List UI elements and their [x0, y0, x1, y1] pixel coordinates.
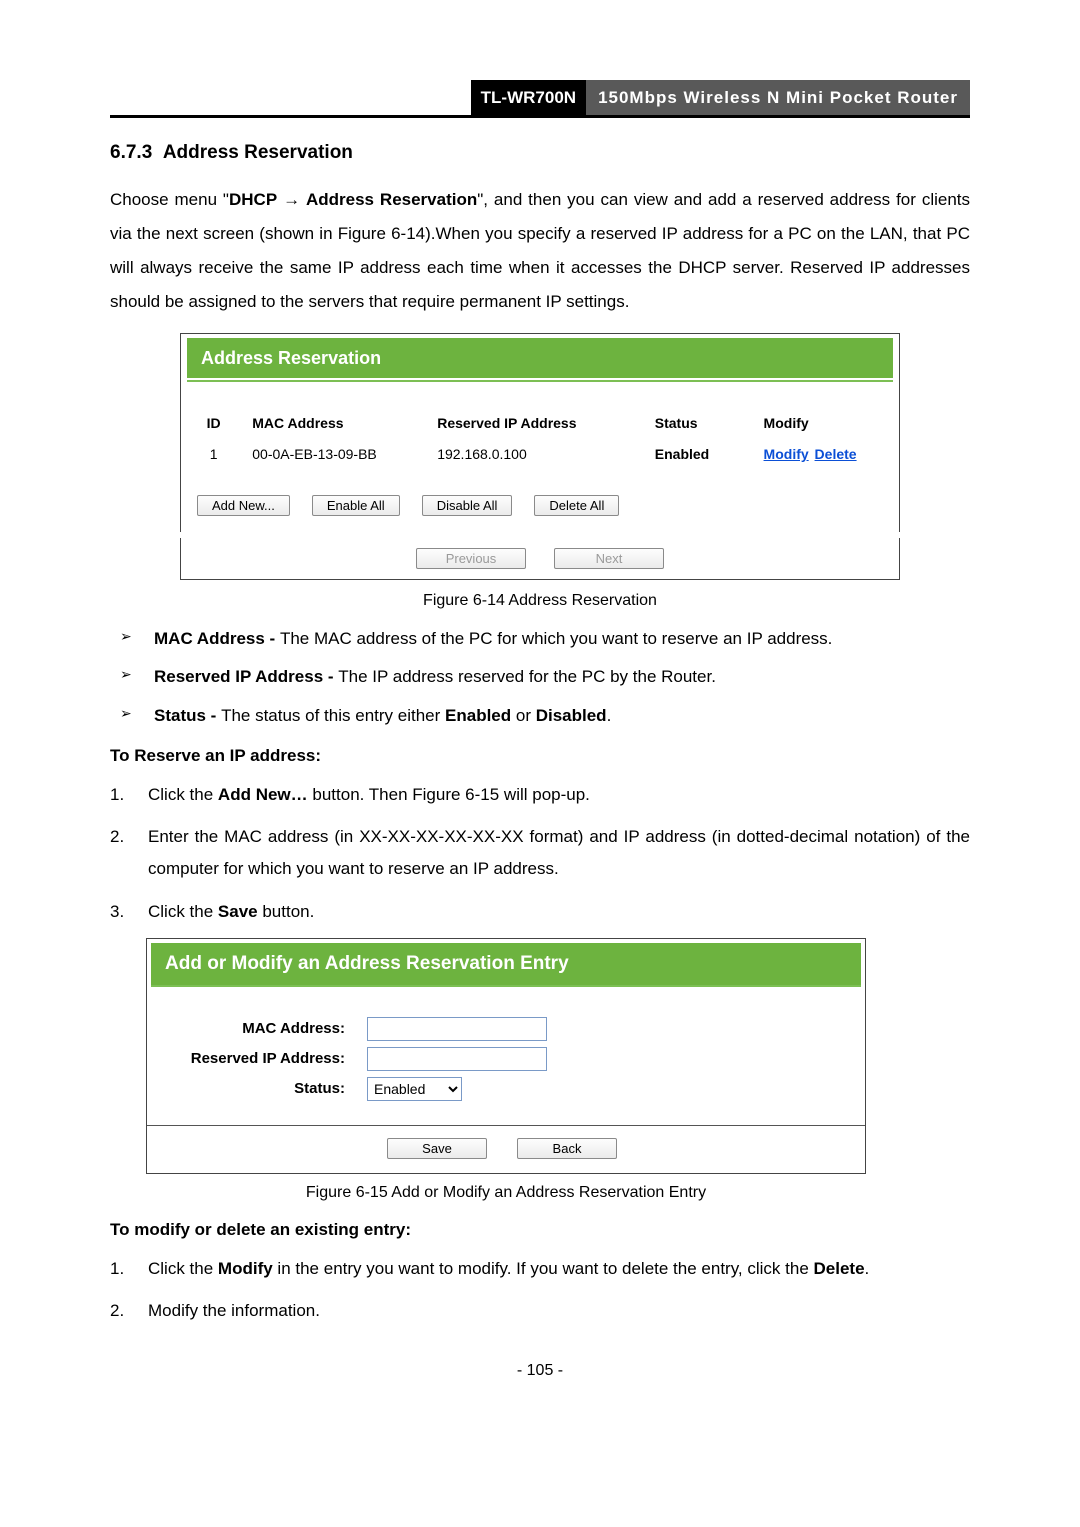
document-header: TL-WR700N 150Mbps Wireless N Mini Pocket…	[110, 80, 970, 118]
next-button[interactable]: Next	[554, 548, 664, 569]
panel2-buttons: Save Back	[147, 1126, 865, 1173]
cell-status: Enabled	[649, 439, 758, 469]
field-definitions: MAC Address - The MAC address of the PC …	[120, 624, 970, 732]
label-mac: MAC Address:	[147, 1017, 367, 1041]
step-3: 3.Click the Save button.	[110, 896, 970, 928]
th-ip: Reserved IP Address	[431, 408, 649, 438]
def-ip: Reserved IP Address - The IP address res…	[120, 662, 970, 693]
modify-link[interactable]: Modify	[764, 446, 809, 462]
label-ip: Reserved IP Address:	[147, 1047, 367, 1071]
modify-steps: 1.Click the Modify in the entry you want…	[110, 1253, 970, 1328]
section-title-text: Address Reservation	[163, 142, 353, 163]
section-number: 6.7.3	[110, 142, 152, 163]
page-number: - 105 -	[110, 1358, 970, 1384]
enable-all-button[interactable]: Enable All	[312, 495, 400, 516]
th-mac: MAC Address	[246, 408, 431, 438]
modify-heading: To modify or delete an existing entry:	[110, 1216, 970, 1243]
th-status: Status	[649, 408, 758, 438]
cell-ip: 192.168.0.100	[431, 439, 649, 469]
reservation-table: ID MAC Address Reserved IP Address Statu…	[181, 408, 899, 469]
add-modify-panel: Add or Modify an Address Reservation Ent…	[146, 938, 866, 1174]
add-new-button[interactable]: Add New...	[197, 495, 290, 516]
modify-step-1: 1.Click the Modify in the entry you want…	[110, 1253, 970, 1285]
pagination: Previous Next	[180, 538, 900, 580]
modify-step-2: 2.Modify the information.	[110, 1295, 970, 1327]
panel-title: Address Reservation	[187, 338, 893, 381]
model-desc: 150Mbps Wireless N Mini Pocket Router	[586, 80, 970, 115]
ip-input[interactable]	[367, 1047, 547, 1071]
step-1: 1.Click the Add New… button. Then Figure…	[110, 779, 970, 811]
reservation-form: MAC Address: Reserved IP Address: Status…	[147, 1017, 865, 1101]
label-status: Status:	[147, 1077, 367, 1101]
th-modify: Modify	[758, 408, 899, 438]
status-select[interactable]: Enabled	[367, 1077, 462, 1101]
def-status: Status - The status of this entry either…	[120, 701, 970, 732]
figure-caption-15: Figure 6-15 Add or Modify an Address Res…	[146, 1180, 866, 1206]
address-reservation-panel: Address Reservation ID MAC Address Reser…	[180, 333, 900, 533]
table-row: 1 00-0A-EB-13-09-BB 192.168.0.100 Enable…	[181, 439, 899, 469]
model-badge: TL-WR700N	[471, 80, 586, 115]
cell-mac: 00-0A-EB-13-09-BB	[246, 439, 431, 469]
disable-all-button[interactable]: Disable All	[422, 495, 513, 516]
panel-buttons: Add New... Enable All Disable All Delete…	[181, 469, 899, 532]
previous-button[interactable]: Previous	[416, 548, 526, 569]
def-mac: MAC Address - The MAC address of the PC …	[120, 624, 970, 655]
back-button[interactable]: Back	[517, 1138, 617, 1159]
cell-modify: Modify Delete	[758, 439, 899, 469]
cell-id: 1	[181, 439, 246, 469]
intro-paragraph: Choose menu "DHCP → Address Reservation"…	[110, 183, 970, 319]
th-id: ID	[181, 408, 246, 438]
delete-link[interactable]: Delete	[815, 446, 857, 462]
panel2-title: Add or Modify an Address Reservation Ent…	[151, 943, 861, 985]
section-heading: 6.7.3 Address Reservation	[110, 138, 970, 168]
delete-all-button[interactable]: Delete All	[534, 495, 619, 516]
figure-caption-14: Figure 6-14 Address Reservation	[110, 588, 970, 614]
reserve-heading: To Reserve an IP address:	[110, 742, 970, 769]
mac-input[interactable]	[367, 1017, 547, 1041]
save-button[interactable]: Save	[387, 1138, 487, 1159]
reserve-steps: 1.Click the Add New… button. Then Figure…	[110, 779, 970, 928]
step-2: 2.Enter the MAC address (in XX-XX-XX-XX-…	[110, 821, 970, 886]
